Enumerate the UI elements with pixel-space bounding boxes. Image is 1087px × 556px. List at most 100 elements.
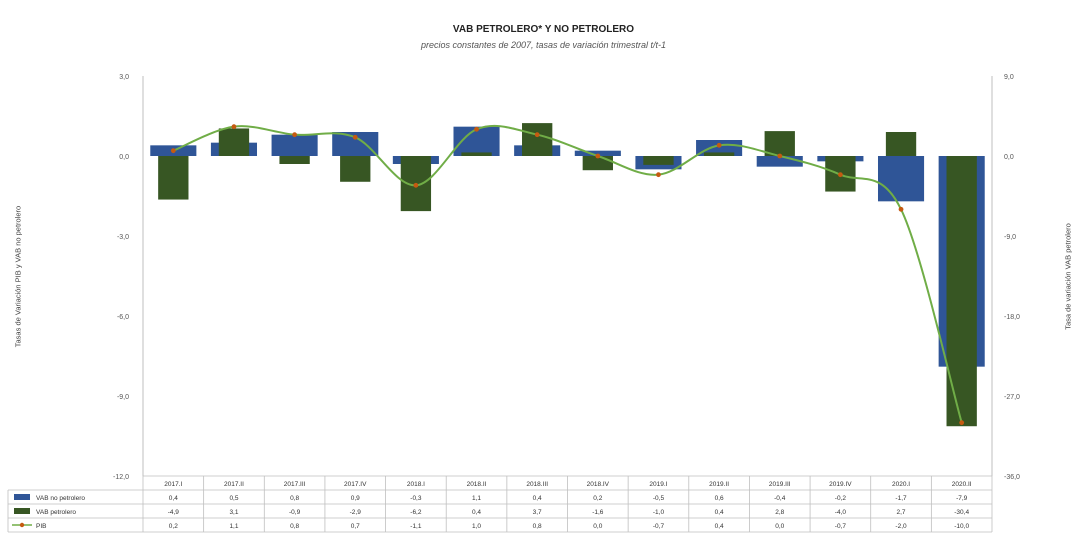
point-pib [170,148,176,154]
data-label: -0,5 [653,495,665,502]
data-label: 0,8 [533,523,542,530]
point-pib [777,153,783,159]
x-tick-label: 2019.III [769,481,791,488]
point-pib [595,153,601,159]
data-label: -1,1 [410,523,422,530]
bar-vab-no-petrolero [756,156,803,167]
bar-vab-petrolero [340,156,371,182]
legend-key-pib-marker [19,522,25,528]
bar-vab-petrolero [158,156,189,200]
point-pib [352,134,358,140]
y-left-tick-label: -12,0 [113,474,129,481]
bar-vab-petrolero [703,152,735,156]
point-pib [898,206,904,212]
data-label: -2,0 [895,523,907,530]
x-tick-label: 2019.II [709,481,729,488]
bar-vab-petrolero [885,132,917,156]
data-label: -1,0 [653,509,665,516]
y-right-tick-label: 0,0 [1004,154,1014,161]
data-label: -7,9 [956,495,968,502]
data-label: -4,0 [835,509,847,516]
data-label: 0,5 [229,495,238,502]
bar-vab-petrolero [764,131,795,156]
data-label: -0,3 [410,495,422,502]
data-label: -2,9 [350,509,362,516]
y-left-tick-label: -9,0 [117,394,129,401]
data-label: 1,0 [472,523,481,530]
data-label: 1,1 [472,495,481,502]
data-label: -0,9 [289,509,301,516]
x-tick-label: 2020.I [892,481,910,488]
x-tick-label: 2017.III [284,481,306,488]
point-pib [959,420,965,426]
bar-vab-no-petrolero [877,156,925,202]
y-right-tick-label: -18,0 [1004,314,1020,321]
data-label: 3,1 [229,509,238,516]
data-label: -1,6 [592,509,604,516]
x-tick-label: 2017.IV [344,481,367,488]
chart-title: VAB PETROLERO* Y NO PETROLERO [452,24,635,35]
bar-vab-petrolero [522,123,553,156]
point-pib [837,172,843,178]
legend-label: VAB no petrolero [36,495,85,502]
data-label: -30,4 [954,509,969,516]
legend-label: PIB [36,523,46,530]
x-tick-label: 2020.II [952,481,972,488]
data-label: -10,0 [954,523,969,530]
point-pib [231,124,237,130]
data-label: 2,8 [775,509,784,516]
bar-vab-petrolero [279,156,310,164]
data-label: -1,7 [895,495,907,502]
data-label: 0,8 [290,495,299,502]
y-right-tick-label: -27,0 [1004,394,1020,401]
y-right-tick-label: 9,0 [1004,74,1014,81]
y-right-tick-label: -36,0 [1004,474,1020,481]
bar-vab-petrolero [946,156,977,427]
legend-key-vab-no-petrolero [14,494,30,500]
legend-key-vab-petrolero [14,508,30,514]
x-tick-label: 2018.III [526,481,548,488]
bar-vab-no-petrolero [271,134,318,156]
point-pib [534,132,540,138]
point-pib [413,182,419,188]
y-left-tick-label: 0,0 [119,154,129,161]
data-label: 0,4 [533,495,542,502]
bar-vab-petrolero [643,156,674,165]
data-label: -0,7 [835,523,847,530]
data-label: 0,2 [593,495,602,502]
data-label: -0,7 [653,523,665,530]
x-tick-label: 2018.II [467,481,487,488]
x-tick-label: 2018.IV [587,481,610,488]
y-left-tick-label: -6,0 [117,314,129,321]
chart-subtitle: precios constantes de 2007, tasas de var… [420,40,667,50]
y-left-tick-label: 3,0 [119,74,129,81]
data-label: 1,1 [229,523,238,530]
bar-vab-petrolero [461,152,492,156]
x-tick-label: 2017.I [164,481,182,488]
bar-vab-no-petrolero [574,150,621,156]
point-pib [656,172,661,178]
data-label: 0,9 [351,495,360,502]
data-label: -6,2 [410,509,422,516]
data-label: 0,0 [775,523,784,530]
data-label: -4,9 [168,509,180,516]
data-label: 0,2 [169,523,178,530]
y-left-tick-label: -3,0 [117,234,129,241]
x-tick-label: 2018.I [407,481,425,488]
x-tick-label: 2017.II [224,481,244,488]
data-label: 0,0 [593,523,602,530]
data-label: -0,4 [774,495,786,502]
data-label: 0,6 [715,495,724,502]
point-pib [474,126,479,132]
data-label: 0,4 [715,523,724,530]
data-label: 2,7 [897,509,906,516]
point-pib [716,142,722,148]
line-pib [172,124,963,423]
x-tick-label: 2019.I [649,481,667,488]
legend-label: VAB petrolero [36,509,76,516]
data-label: 0,4 [472,509,481,516]
bar-vab-petrolero [218,128,250,156]
data-label: 0,8 [290,523,299,530]
